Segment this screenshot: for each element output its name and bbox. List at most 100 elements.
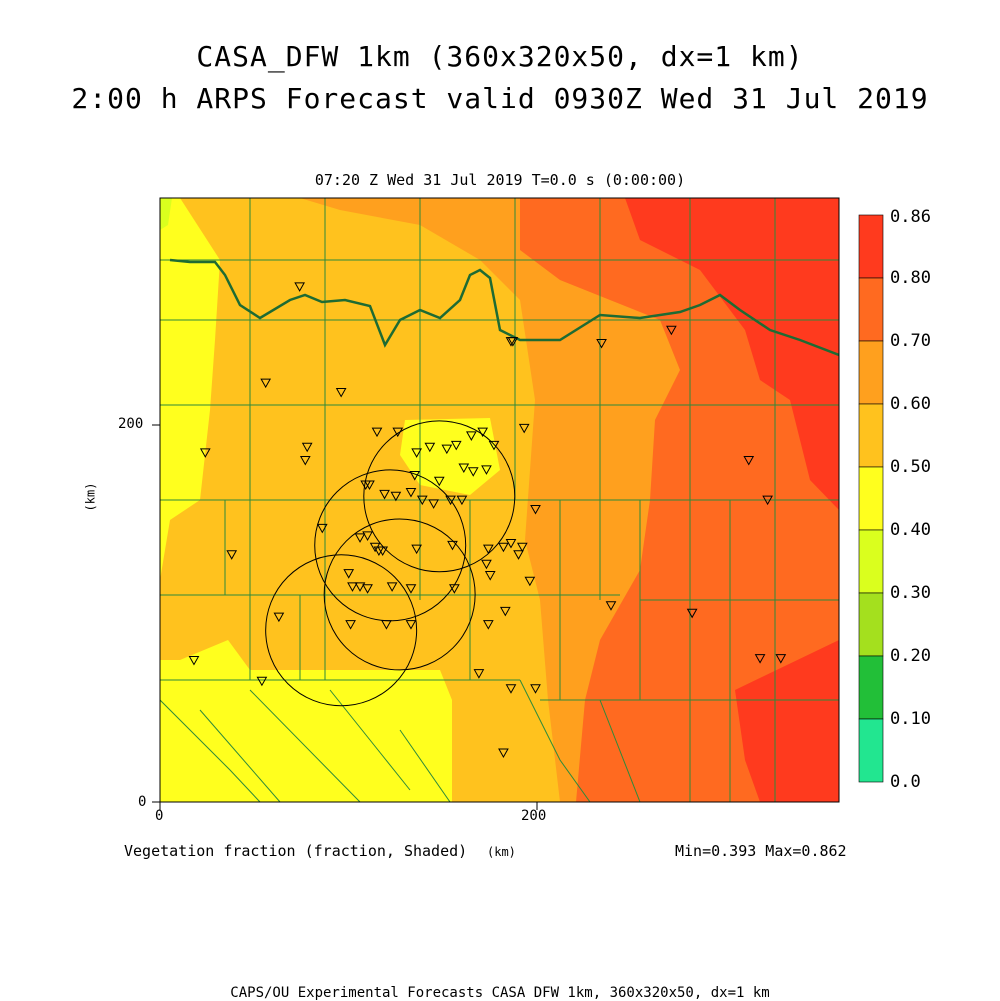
x-axis-unit-label: (km) — [487, 845, 516, 859]
station-marker — [484, 571, 496, 581]
station-markers — [188, 282, 787, 758]
station-marker — [498, 542, 509, 553]
red-river-border — [169, 258, 839, 357]
station-marker — [505, 684, 517, 694]
station-marker — [499, 606, 511, 617]
colorbar-segment-7 — [858, 655, 884, 720]
colorbar-label-0-50: 0.50 — [890, 457, 931, 477]
station-marker — [428, 499, 439, 509]
station-marker — [386, 582, 398, 592]
station-marker — [424, 442, 436, 453]
colorbar-segment-5 — [858, 529, 884, 594]
station-marker — [260, 378, 272, 389]
station-marker — [762, 495, 773, 506]
station-marker — [516, 542, 528, 553]
station-marker — [482, 544, 494, 555]
station-marker — [743, 455, 755, 466]
colorbar-label-0-30: 0.30 — [890, 583, 931, 603]
station-marker — [477, 427, 489, 438]
station-marker — [392, 427, 404, 438]
station-marker — [381, 620, 392, 630]
station-marker — [482, 620, 494, 630]
station-marker — [347, 582, 358, 592]
radar-circle-2 — [323, 518, 476, 671]
station-marker — [481, 559, 492, 570]
station-marker — [411, 448, 422, 458]
station-marker — [456, 495, 468, 506]
colorbar-label-0-80: 0.80 — [890, 268, 931, 288]
station-marker — [524, 576, 536, 587]
shade-0-80-0-86-south — [735, 640, 839, 802]
station-marker — [373, 546, 385, 557]
min-max-readout: Min=0.393 Max=0.862 — [675, 842, 847, 860]
vegetation-shading — [160, 198, 839, 802]
colorbar-segment-6 — [858, 592, 884, 657]
station-marker — [754, 654, 766, 664]
station-marker — [473, 669, 485, 679]
shade-0-40-pocket — [400, 418, 500, 495]
station-marker — [256, 676, 268, 687]
chart-title-line1: CASA_DFW 1km (360x320x50, dx=1 km) — [196, 40, 804, 73]
x-tick-label-200: 200 — [521, 808, 547, 824]
station-marker — [362, 531, 373, 541]
valid-time-subtitle: 07:20 Z Wed 31 Jul 2019 T=0.0 s (0:00:00… — [314, 171, 686, 189]
colorbar-label-0-86: 0.86 — [890, 207, 931, 227]
station-marker — [379, 489, 390, 500]
colorbar — [858, 214, 884, 783]
colorbar-label-0-0: 0.0 — [890, 772, 921, 792]
station-marker — [530, 505, 541, 515]
y-tick-label-200: 200 — [118, 416, 144, 432]
colorbar-label-0-20: 0.20 — [890, 646, 931, 666]
station-marker — [371, 427, 383, 438]
station-marker — [467, 467, 479, 477]
station-marker — [335, 388, 347, 398]
colorbar-segment-1 — [858, 277, 884, 342]
station-marker — [518, 423, 530, 434]
colorbar-label-0-40: 0.40 — [890, 520, 931, 540]
station-marker — [686, 608, 698, 619]
x-tick-label-0: 0 — [155, 808, 164, 824]
station-marker — [405, 620, 417, 630]
colorbar-segment-8 — [858, 718, 884, 783]
station-marker — [605, 601, 617, 611]
station-marker — [299, 455, 311, 466]
station-marker — [345, 620, 356, 630]
chart-title-line2: 2:00 h ARPS Forecast valid 0930Z Wed 31 … — [71, 82, 929, 115]
station-marker — [364, 480, 375, 491]
radar-circle-3 — [265, 554, 418, 707]
station-marker — [409, 471, 421, 481]
station-marker — [188, 655, 200, 666]
plot-frame — [159, 197, 840, 803]
station-marker — [466, 431, 477, 441]
station-marker — [458, 463, 470, 474]
station-marker — [199, 448, 211, 458]
colorbar-label-0-60: 0.60 — [890, 394, 931, 414]
station-marker — [301, 442, 313, 453]
station-marker — [775, 654, 787, 664]
station-marker — [666, 325, 677, 336]
county-boundaries — [160, 198, 839, 802]
station-marker — [354, 533, 366, 543]
station-marker — [447, 540, 458, 551]
station-marker — [505, 337, 517, 347]
station-marker — [294, 282, 305, 292]
station-marker — [488, 440, 500, 451]
station-marker — [362, 584, 373, 594]
station-marker — [226, 550, 238, 560]
colorbar-label-0-10: 0.10 — [890, 709, 931, 729]
station-marker — [405, 584, 417, 594]
colorbar-segment-4 — [858, 466, 884, 531]
station-marker — [481, 465, 492, 475]
station-marker — [441, 444, 453, 455]
station-marker — [449, 584, 460, 594]
y-axis-unit-label: (km) — [83, 482, 98, 512]
station-marker — [530, 684, 541, 694]
station-marker — [343, 569, 355, 579]
station-marker — [498, 748, 509, 758]
station-marker — [354, 582, 366, 592]
station-marker — [445, 495, 456, 506]
station-marker — [273, 612, 285, 623]
colorbar-segment-3 — [858, 403, 884, 468]
y-tick-label-0: 0 — [138, 794, 147, 810]
